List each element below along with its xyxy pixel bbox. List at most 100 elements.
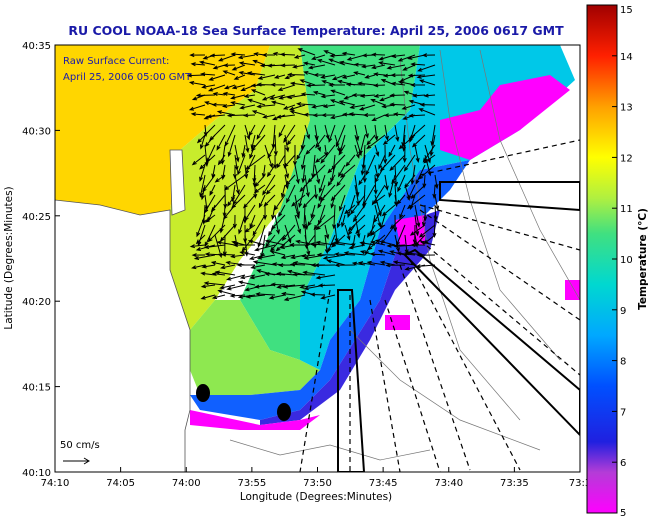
current-vector — [337, 164, 346, 178]
current-vector — [335, 124, 346, 148]
current-vector — [408, 113, 426, 118]
current-vector — [263, 194, 276, 207]
current-vector — [284, 164, 290, 179]
current-vector — [314, 154, 326, 163]
current-vector — [186, 73, 206, 78]
current-vector — [268, 294, 286, 300]
current-vector — [270, 82, 286, 87]
current-vector — [203, 244, 226, 250]
colorbar-tick-label: 12 — [620, 153, 633, 164]
current-vector — [287, 72, 306, 77]
x-axis-ticks: 74:10 74:05 74:00 73:55 73:50 73:45 73:40 73:35… — [41, 467, 591, 489]
current-vector — [416, 253, 436, 258]
current-vector — [315, 240, 336, 246]
x-tick-label: 74:10 — [41, 478, 70, 489]
current-vector — [193, 254, 216, 260]
current-vector — [248, 124, 256, 137]
x-tick-label: 73:45 — [369, 478, 398, 489]
current-vector — [336, 174, 346, 187]
current-vector — [411, 93, 426, 98]
current-vector — [292, 272, 316, 277]
current-vector — [269, 250, 286, 256]
current-vector — [329, 53, 346, 58]
current-vector — [254, 284, 276, 289]
current-vector — [300, 92, 316, 97]
current-vector — [256, 104, 276, 109]
current-vector — [344, 204, 356, 215]
current-vector — [231, 240, 246, 246]
current-vector — [217, 154, 226, 166]
current-vector — [378, 154, 386, 170]
current-vector — [294, 164, 300, 185]
current-vector — [280, 184, 286, 199]
current-vector — [200, 184, 206, 201]
colorbar-label: Temperature (°C) — [637, 208, 649, 310]
current-vector — [239, 274, 256, 280]
current-vector — [277, 84, 296, 92]
current-vector — [343, 251, 366, 256]
current-vector — [434, 174, 439, 190]
current-vector — [190, 112, 206, 117]
current-vector — [245, 154, 266, 170]
colorbar-tick-label: 10 — [620, 255, 633, 266]
current-vector — [402, 64, 416, 71]
current-vector — [258, 194, 266, 209]
current-vector — [214, 270, 236, 276]
current-vector — [202, 174, 216, 193]
current-vector — [191, 253, 206, 258]
current-vector — [423, 154, 436, 164]
current-vector — [291, 194, 306, 207]
current-vector — [414, 214, 420, 237]
current-vector — [210, 261, 226, 266]
current-vector — [373, 93, 386, 98]
current-vector — [221, 104, 236, 109]
current-vector — [379, 260, 396, 266]
current-vector — [404, 174, 416, 189]
current-vector — [247, 239, 266, 246]
current-vector — [318, 174, 326, 194]
current-vector — [415, 264, 436, 269]
current-vector — [366, 224, 376, 238]
current-vector — [396, 251, 416, 256]
current-vector — [366, 134, 376, 146]
current-vector — [394, 234, 400, 253]
current-vector — [429, 134, 436, 157]
current-vector — [307, 214, 316, 227]
current-vector — [216, 134, 226, 151]
current-vector — [289, 262, 306, 267]
current-vector — [250, 134, 256, 150]
current-vector — [407, 184, 416, 200]
current-vector — [316, 59, 336, 66]
current-vector — [418, 79, 436, 86]
sst-yellow-green-region — [170, 45, 310, 330]
current-vector — [267, 144, 276, 159]
current-vector — [347, 194, 356, 219]
current-vector — [348, 244, 366, 250]
current-vector — [207, 224, 226, 243]
current-vector — [284, 74, 296, 80]
current-vector — [220, 264, 236, 270]
current-vector — [208, 74, 226, 81]
current-vector — [284, 134, 290, 153]
current-vector — [424, 154, 432, 177]
sst-deep-blue-region — [260, 210, 440, 425]
current-vector — [370, 224, 386, 236]
current-vector — [358, 104, 376, 111]
y-axis-label: Latitude (Degrees:Minutes) — [3, 186, 15, 329]
current-vector — [383, 144, 388, 165]
current-vector — [217, 54, 236, 62]
current-vector — [301, 164, 306, 184]
current-vector — [349, 104, 366, 109]
current-vector — [381, 204, 396, 217]
current-vector — [303, 70, 316, 76]
current-vector — [260, 234, 266, 258]
current-vector — [236, 262, 256, 268]
current-vector — [226, 274, 246, 281]
bathymetry-contours — [229, 49, 580, 461]
current-vector — [326, 259, 346, 266]
current-vector — [397, 174, 406, 193]
current-vector — [392, 112, 406, 117]
current-vector — [188, 104, 206, 111]
current-vector — [280, 254, 296, 260]
current-vector — [315, 214, 336, 231]
